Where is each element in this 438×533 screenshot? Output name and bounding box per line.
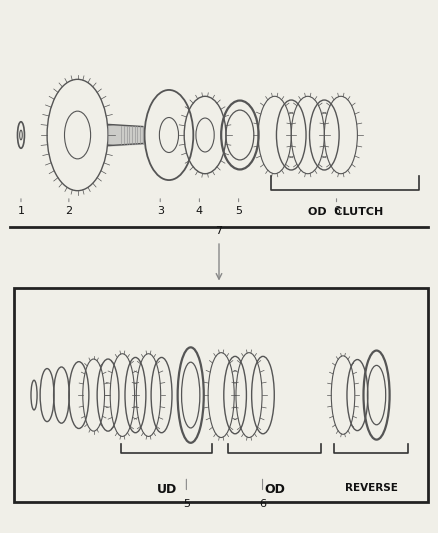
Text: 6: 6 <box>259 499 266 508</box>
Text: 2: 2 <box>65 206 72 215</box>
Text: 4: 4 <box>196 206 203 215</box>
Text: 5: 5 <box>235 206 242 215</box>
Text: 6: 6 <box>333 206 340 215</box>
Text: 1: 1 <box>18 206 25 215</box>
Text: 3: 3 <box>157 206 164 215</box>
Text: 7: 7 <box>215 226 223 236</box>
Text: 5: 5 <box>183 499 190 508</box>
Text: OD: OD <box>264 483 285 496</box>
Text: OD  CLUTCH: OD CLUTCH <box>307 207 383 217</box>
Text: REVERSE: REVERSE <box>345 483 398 493</box>
Bar <box>14 288 428 503</box>
Text: UD: UD <box>157 483 177 496</box>
